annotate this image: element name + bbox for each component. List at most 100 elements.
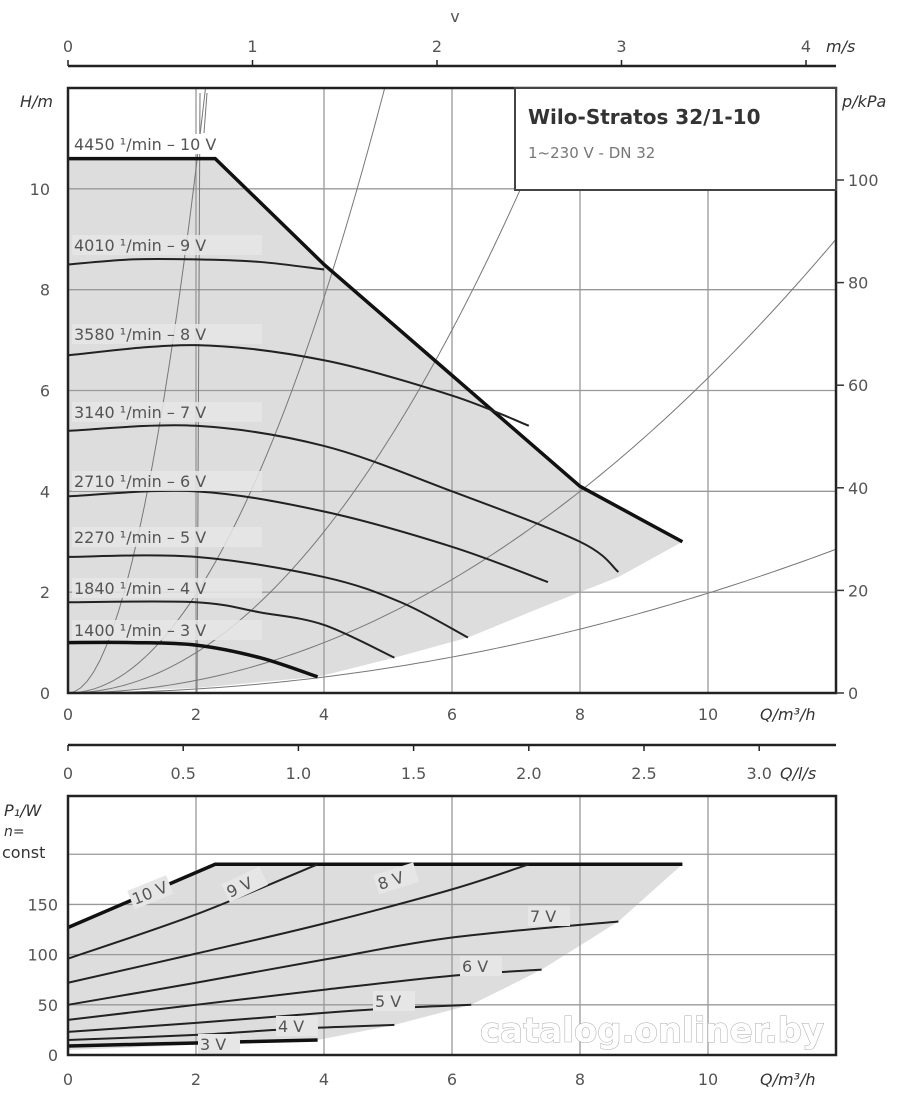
pump-curve-4v [67,600,395,659]
speed-label-bg [72,134,262,154]
x-tick-label: 10 [698,1070,718,1089]
flow-ls-tick-label: 0 [63,764,73,783]
speed-label-bg [72,402,262,422]
voltage-label-bg [221,866,268,903]
speed-label-bg [72,324,262,344]
voltage-label: 4 V [278,1017,304,1036]
velocity-tick-label: 4 [801,37,811,56]
velocity-tick-label: 2 [432,37,442,56]
velocity-axis-label: v [450,7,459,26]
system-curve [67,87,565,694]
y2-tick-label: 100 [848,171,879,190]
x-axis-label: Q/m³/h [760,1070,816,1089]
speed-label: 3140 ¹/min – 7 V [74,403,206,422]
speed-label-bg [72,578,262,598]
x-tick-label: 4 [319,1070,329,1089]
pump-curve-8v [67,344,530,427]
system-curve [203,92,208,134]
y2-tick-label: 80 [848,274,868,293]
watermark: catalog.onliner.by [480,1011,824,1051]
speed-label-bg [72,471,262,491]
y-tick-label: 100 [27,946,58,965]
y-tick-label: 0 [48,1046,58,1065]
speed-label-bg [72,620,262,640]
speed-label: 2270 ¹/min – 5 V [74,528,206,547]
y-tick-label: 0 [40,684,50,703]
speed-label-bg [72,527,262,547]
pump-curve-3v [67,640,319,679]
x-tick-label: 0 [63,705,73,724]
velocity-tick-label: 1 [247,37,257,56]
x-tick-label: 2 [191,705,201,724]
plot-frame [66,86,838,695]
y-axis-label-const: const [2,843,45,862]
y2-axis-label: p/kPa [841,92,886,111]
speed-label: 4010 ¹/min – 9 V [74,236,206,255]
head-chart: 4450 ¹/min – 10 V 4010 ¹/min – 9 V 3580 ¹/… [20,7,886,783]
speed-label: 1400 ¹/min – 3 V [74,621,206,640]
power-curve-3v [67,1038,318,1048]
voltage-label: 3 V [200,1035,226,1054]
voltage-label: 5 V [375,992,401,1011]
y-tick-label: 8 [40,281,50,300]
y2-tick-label: 60 [848,376,868,395]
velocity-unit: m/s [826,37,855,56]
x-tick-label: 4 [319,705,329,724]
voltage-label-bg [373,991,415,1011]
y-axis-label-n: n= [4,824,25,840]
x-axis-label: Q/m³/h [760,705,816,724]
y-tick-label: 50 [38,996,58,1015]
speed-label-bg [72,235,262,255]
velocity-tick-label: 3 [616,37,626,56]
power-curve-7v [67,920,619,1006]
system-curve [67,238,837,694]
voltage-label-bg [373,862,420,895]
x-tick-label: 10 [698,705,718,724]
flow-ls-tick-label: 0.5 [170,764,195,783]
speed-label: 4450 ¹/min – 10 V [74,135,216,154]
y-tick-label: 2 [40,583,50,602]
y-tick-label: 150 [27,895,58,914]
pump-curve-6v [67,489,549,584]
system-curve [67,548,837,694]
x-tick-label: 6 [447,1070,457,1089]
y-tick-label: 6 [40,382,50,401]
flow-ls-tick-label: 1.5 [401,764,426,783]
flow-ls-tick-label: 3.0 [746,764,771,783]
y2-tick-label: 40 [848,479,868,498]
pump-curve-9v [67,257,325,271]
chart-subtitle: 1~230 V - DN 32 [528,144,655,162]
speed-label: 3580 ¹/min – 8 V [74,325,206,344]
pump-curve-10v [68,156,684,544]
power-curve-5v [67,1003,472,1033]
voltage-label-bg [460,956,502,976]
y-axis-label: P₁/W [4,801,42,820]
voltage-label-bg [528,906,570,926]
x-tick-label: 8 [575,705,585,724]
flow-ls-axis-label: Q/l/s [780,764,816,783]
speed-label: 2710 ¹/min – 6 V [74,472,206,491]
speed-label: 1840 ¹/min – 4 V [74,579,206,598]
x-tick-label: 0 [63,1070,73,1089]
x-tick-label: 2 [191,1070,201,1089]
voltage-label-bg [276,1016,318,1036]
y-tick-label: 4 [40,482,50,501]
power-curve-9v [67,863,318,960]
y-axis-label: H/m [20,92,53,111]
pump-curve-7v [67,424,620,573]
chart-title: Wilo-Stratos 32/1-10 [528,105,761,129]
voltage-label: 7 V [530,907,556,926]
y-tick-label: 10 [30,180,50,199]
pump-curve-5v [67,554,469,639]
x-tick-label: 6 [447,705,457,724]
voltage-label: 6 V [462,957,488,976]
y2-tick-label: 0 [848,684,858,703]
power-curve-8v [67,863,530,984]
y2-tick-label: 20 [848,581,868,600]
power-curve-4v [67,1023,395,1041]
voltage-label-bg [198,1034,240,1054]
flow-ls-tick-label: 1.0 [286,764,311,783]
flow-ls-tick-label: 2.0 [516,764,541,783]
